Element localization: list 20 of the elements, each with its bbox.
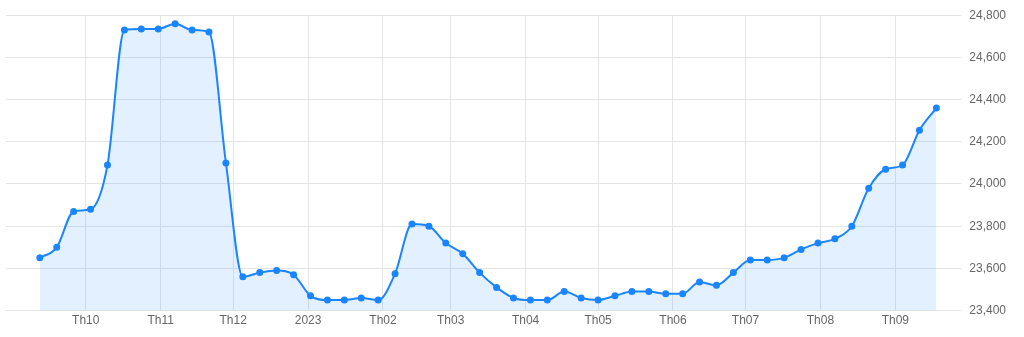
x-tick-label: Th10 — [72, 313, 100, 328]
x-tick-label: Th06 — [659, 313, 687, 328]
y-tick-label: 23,600 — [969, 260, 1007, 275]
y-tick-label: 24,400 — [969, 91, 1007, 106]
x-tick-label: Th04 — [511, 313, 540, 328]
x-tick-label: 2023 — [294, 313, 322, 328]
x-tick-label: Th03 — [436, 313, 465, 328]
x-tick-label: Th11 — [147, 313, 175, 328]
x-tick-label: Th09 — [881, 313, 910, 328]
x-tick-label: Th12 — [219, 313, 248, 328]
y-tick-label: 23,400 — [969, 302, 1007, 317]
x-tick-label: Th08 — [806, 313, 835, 328]
x-tick-label: Th02 — [369, 313, 397, 328]
y-tick-label: 24,200 — [969, 134, 1007, 149]
x-tick-label: Th07 — [731, 313, 760, 328]
y-tick-label: 23,800 — [969, 218, 1007, 233]
x-tick-label: Th05 — [584, 313, 613, 328]
y-tick-label: 24,000 — [969, 176, 1007, 191]
y-tick-label: 24,600 — [969, 49, 1007, 64]
y-tick-label: 24,800 — [969, 7, 1007, 22]
